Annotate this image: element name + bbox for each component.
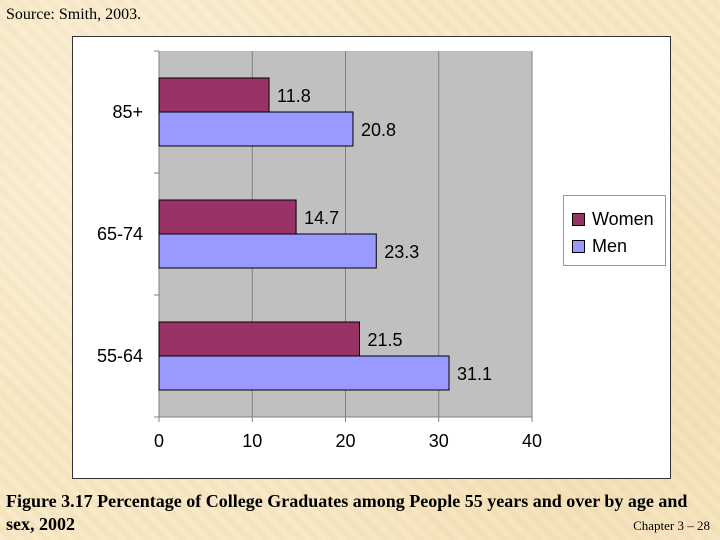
bar-chart: 0 10 20 30 40 85+ 11.8 20.8 65-74 14.7 23.3 55-64 21… (97, 50, 542, 451)
source-text: Source: Smith, 2003. (6, 6, 142, 23)
legend-item-men: Men (572, 235, 627, 257)
bar-women (158, 199, 297, 235)
page-footer: Chapter 3 – 28 (633, 518, 710, 533)
bar-men (158, 233, 377, 269)
legend-item-women: Women (572, 208, 654, 230)
figure-caption: Figure 3.17 Percentage of College Gradua… (6, 491, 688, 534)
bar-women (158, 321, 360, 357)
data-label: 20.8 (361, 120, 396, 140)
x-tick-label: 0 (154, 431, 164, 451)
data-label: 31.1 (457, 364, 492, 384)
bar-women (158, 77, 270, 113)
x-tick-label: 30 (429, 431, 449, 451)
legend-swatch-women (572, 212, 585, 226)
data-label: 21.5 (367, 330, 402, 350)
chart-legend: Women Men (563, 195, 666, 266)
bar-men (158, 355, 450, 391)
y-category-label: 65-74 (97, 224, 143, 244)
legend-label-women: Women (592, 208, 654, 229)
legend-swatch-men (572, 239, 585, 253)
y-category-label: 55-64 (97, 346, 143, 366)
data-label: 14.7 (304, 208, 339, 228)
chart-frame: 0 10 20 30 40 85+ 11.8 20.8 65-74 14.7 23.3 55-64 21… (72, 36, 671, 479)
y-category-label: 85+ (112, 102, 143, 122)
x-tick-label: 40 (522, 431, 542, 451)
x-tick-label: 20 (335, 431, 355, 451)
data-label: 23.3 (384, 242, 419, 262)
legend-label-men: Men (592, 235, 628, 256)
data-label: 11.8 (277, 86, 311, 106)
bar-men (158, 111, 354, 147)
x-tick-label: 10 (242, 431, 262, 451)
